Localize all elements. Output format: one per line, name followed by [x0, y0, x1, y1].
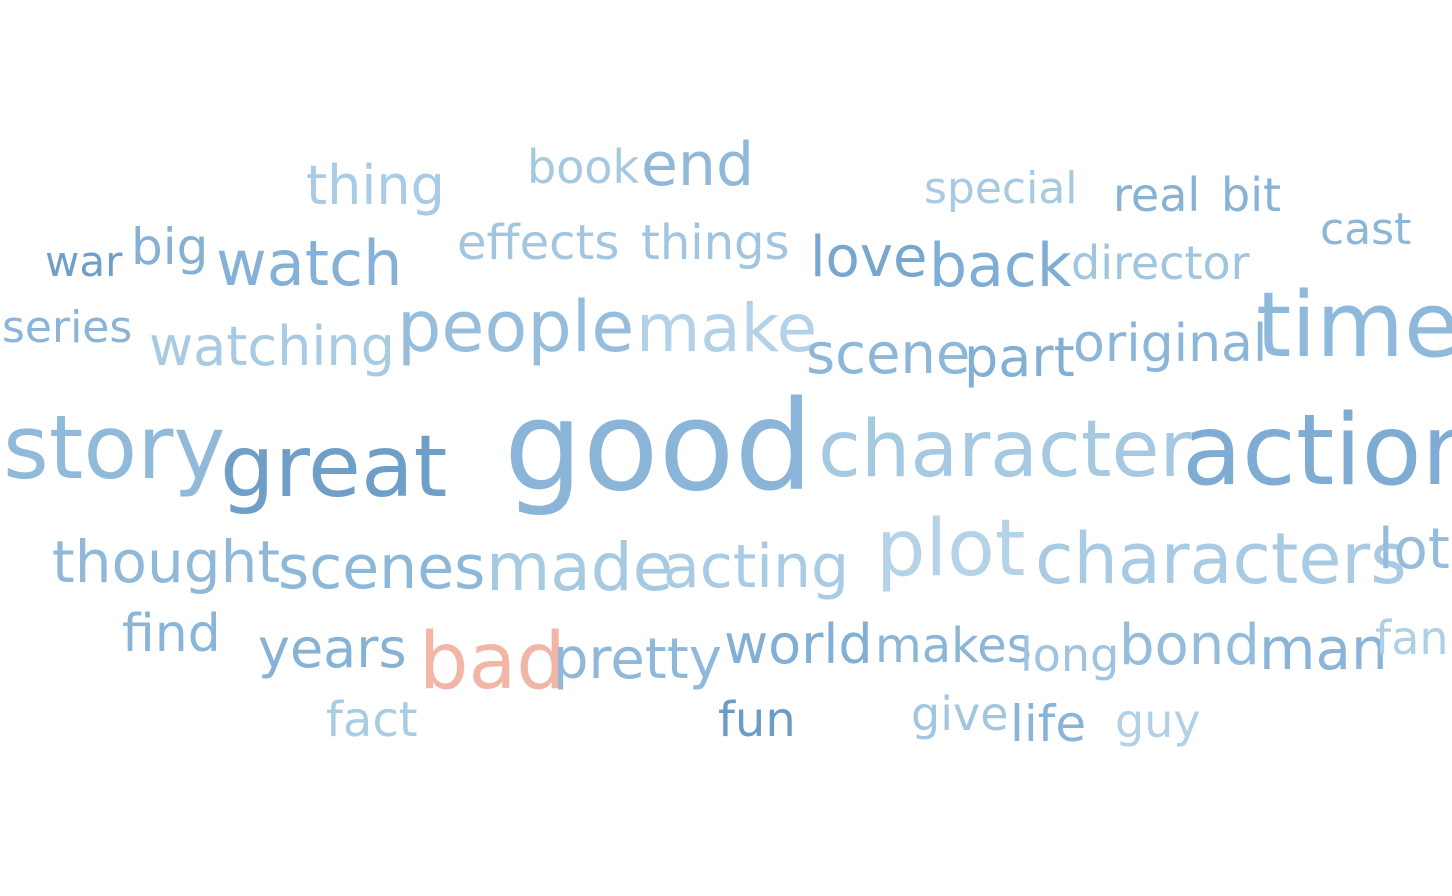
- word-makes: makes: [875, 618, 1032, 674]
- word-original: original: [1073, 314, 1268, 374]
- word-love: love: [810, 225, 928, 290]
- word-watch: watch: [216, 227, 403, 300]
- word-back: back: [929, 231, 1072, 301]
- word-part: part: [964, 326, 1075, 389]
- word-effects: effects: [457, 215, 620, 271]
- word-long: long: [1020, 628, 1120, 682]
- word-man: man: [1259, 615, 1388, 683]
- word-fun: fun: [718, 692, 796, 748]
- word-action: action: [1182, 394, 1452, 508]
- word-fan: fan: [1375, 611, 1449, 665]
- word-pretty: pretty: [553, 627, 722, 692]
- word-find: find: [122, 604, 221, 664]
- word-thought: thought: [52, 528, 281, 596]
- word-make: make: [636, 290, 818, 367]
- word-special: special: [924, 163, 1078, 214]
- word-characters: characters: [1035, 518, 1407, 600]
- word-great: great: [220, 417, 448, 517]
- word-bad: bad: [419, 617, 566, 707]
- word-things: things: [641, 215, 790, 271]
- word-cast: cast: [1320, 204, 1412, 255]
- word-good: good: [504, 375, 814, 519]
- word-world: world: [724, 613, 873, 676]
- word-time: time: [1256, 273, 1452, 378]
- word-acting: acting: [663, 532, 850, 602]
- word-end: end: [641, 130, 755, 200]
- word-life: life: [1010, 695, 1087, 753]
- word-give: give: [911, 687, 1009, 741]
- word-guy: guy: [1115, 694, 1201, 748]
- word-made: made: [486, 529, 674, 606]
- word-bit: bit: [1221, 168, 1282, 222]
- word-character: character: [818, 405, 1192, 495]
- word-fact: fact: [326, 692, 418, 748]
- word-plot: plot: [876, 504, 1026, 594]
- word-scene: scene: [806, 322, 971, 387]
- word-series: series: [2, 302, 133, 353]
- word-lot: lot: [1378, 517, 1450, 582]
- word-scenes: scenes: [278, 533, 486, 603]
- word-watching: watching: [149, 315, 395, 378]
- word-story: story: [3, 396, 226, 499]
- word-big: big: [131, 218, 209, 276]
- word-real: real: [1113, 168, 1201, 222]
- word-war: war: [45, 237, 123, 286]
- word-people: people: [397, 286, 635, 368]
- word-bond: bond: [1119, 613, 1260, 678]
- word-book: book: [527, 140, 640, 194]
- word-director: director: [1071, 236, 1250, 290]
- word-years: years: [258, 617, 407, 680]
- word-thing: thing: [306, 154, 445, 217]
